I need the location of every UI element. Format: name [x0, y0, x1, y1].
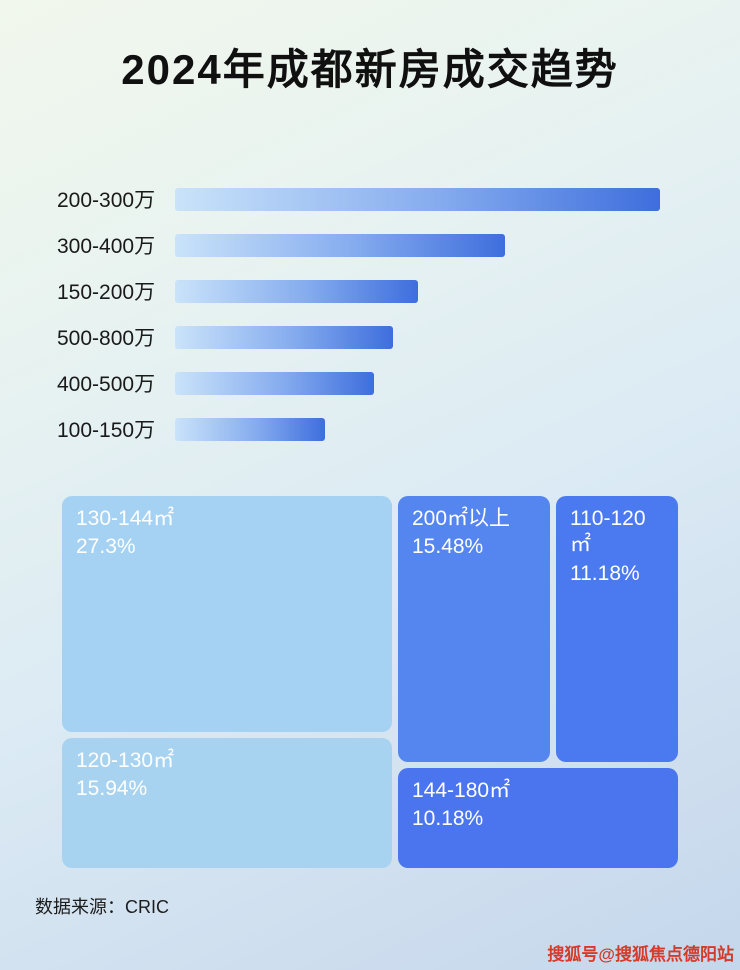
treemap-block: 144-180㎡ 10.18% [398, 768, 678, 868]
bar [175, 279, 418, 303]
bar-track [175, 187, 660, 211]
treemap-block-label: 130-144㎡ [76, 507, 175, 530]
treemap-block-label: 110-120㎡ [570, 507, 646, 557]
treemap-block-label: 120-130㎡ [76, 749, 175, 772]
bar-track [175, 371, 660, 395]
bar-track [175, 233, 660, 257]
bar [175, 371, 374, 395]
bar-category-label: 100-150万 [57, 419, 156, 442]
bar-category-label: 200-300万 [57, 189, 156, 212]
bar-row: 100-150万 [57, 406, 660, 452]
bar [175, 233, 505, 257]
bar-row: 500-800万 [57, 314, 660, 360]
treemap-block: 130-144㎡ 27.3% [62, 496, 392, 732]
bar-row: 400-500万 [57, 360, 660, 406]
bar-row: 300-400万 [57, 222, 660, 268]
bar-track [175, 417, 660, 441]
treemap-block-value: 11.18% [570, 561, 640, 585]
data-source: 数据来源：CRIC [35, 897, 169, 917]
bar-row: 150-200万 [57, 268, 660, 314]
treemap-block-value: 15.48% [412, 535, 484, 559]
bar [175, 325, 394, 349]
bar-category-label: 400-500万 [57, 373, 156, 396]
area-share-treemap: 130-144㎡ 27.3% 200㎡以上 15.48% 110-120㎡ 11… [62, 496, 678, 868]
treemap-block-value: 15.94% [76, 777, 148, 801]
bar-track [175, 279, 660, 303]
bar-category-label: 500-800万 [57, 327, 156, 350]
bar [175, 417, 326, 441]
bar-category-label: 150-200万 [57, 281, 156, 304]
treemap-block: 120-130㎡ 15.94% [62, 738, 392, 868]
price-band-bar-chart: 200-300万 300-400万 150-200万 500-800万 400- [57, 176, 660, 452]
treemap-block-label: 144-180㎡ [412, 779, 511, 802]
treemap-block-label: 200㎡以上 [412, 507, 511, 530]
watermark: 搜狐号@搜狐焦点德阳站 [547, 945, 734, 964]
bar [175, 187, 660, 211]
treemap-block: 110-120㎡ 11.18% [556, 496, 678, 762]
bar-track [175, 325, 660, 349]
bar-category-label: 300-400万 [57, 235, 156, 258]
treemap-block: 200㎡以上 15.48% [398, 496, 550, 762]
bar-row: 200-300万 [57, 176, 660, 222]
page-title: 2024年成都新房成交趋势 [121, 46, 619, 93]
treemap-block-value: 10.18% [412, 807, 484, 831]
treemap-block-value: 27.3% [76, 535, 136, 559]
